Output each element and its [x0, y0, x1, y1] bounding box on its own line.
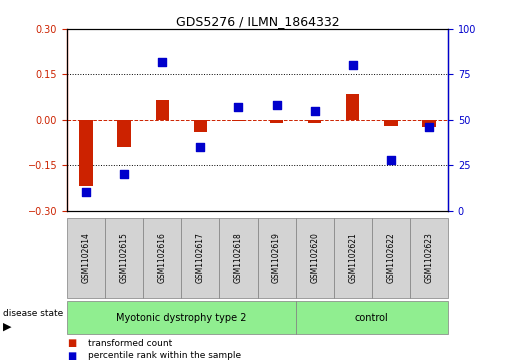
Point — [120, 171, 128, 177]
Bar — [372, 218, 410, 298]
Bar — [296, 218, 334, 298]
Bar — [308, 120, 321, 123]
Bar — [67, 301, 296, 334]
Bar — [117, 120, 131, 147]
Text: ■: ■ — [67, 351, 76, 361]
Text: GSM1102615: GSM1102615 — [119, 232, 129, 283]
Text: Myotonic dystrophy type 2: Myotonic dystrophy type 2 — [116, 313, 247, 323]
Bar — [410, 218, 448, 298]
Bar — [105, 218, 143, 298]
Point — [425, 124, 433, 130]
Text: control: control — [355, 313, 389, 323]
Bar — [270, 120, 283, 123]
Title: GDS5276 / ILMN_1864332: GDS5276 / ILMN_1864332 — [176, 15, 339, 28]
Text: disease state: disease state — [3, 310, 63, 318]
Bar — [258, 218, 296, 298]
Point — [82, 189, 90, 195]
Point — [196, 144, 204, 150]
Point — [234, 104, 243, 110]
Point — [349, 62, 357, 68]
Bar — [346, 94, 359, 120]
Bar — [334, 218, 372, 298]
Bar — [67, 218, 105, 298]
Point — [272, 102, 281, 108]
Point — [158, 59, 166, 65]
Bar — [219, 218, 258, 298]
Text: GSM1102616: GSM1102616 — [158, 232, 167, 283]
Bar — [156, 100, 169, 120]
Text: percentile rank within the sample: percentile rank within the sample — [88, 351, 241, 360]
Text: ■: ■ — [67, 338, 76, 348]
Bar — [232, 120, 245, 121]
Text: GSM1102620: GSM1102620 — [310, 232, 319, 283]
Bar — [384, 120, 398, 126]
Text: GSM1102619: GSM1102619 — [272, 232, 281, 283]
Bar — [194, 120, 207, 132]
Bar — [143, 218, 181, 298]
Text: GSM1102617: GSM1102617 — [196, 232, 205, 283]
Text: GSM1102618: GSM1102618 — [234, 232, 243, 283]
Text: GSM1102623: GSM1102623 — [424, 232, 434, 283]
Text: GSM1102621: GSM1102621 — [348, 232, 357, 283]
Bar — [79, 120, 93, 186]
Bar — [296, 301, 448, 334]
Point — [311, 108, 319, 114]
Point — [387, 157, 395, 163]
Text: ▶: ▶ — [3, 322, 11, 332]
Text: GSM1102614: GSM1102614 — [81, 232, 91, 283]
Text: GSM1102622: GSM1102622 — [386, 232, 396, 283]
Bar — [181, 218, 219, 298]
Text: transformed count: transformed count — [88, 339, 172, 347]
Bar — [422, 120, 436, 127]
